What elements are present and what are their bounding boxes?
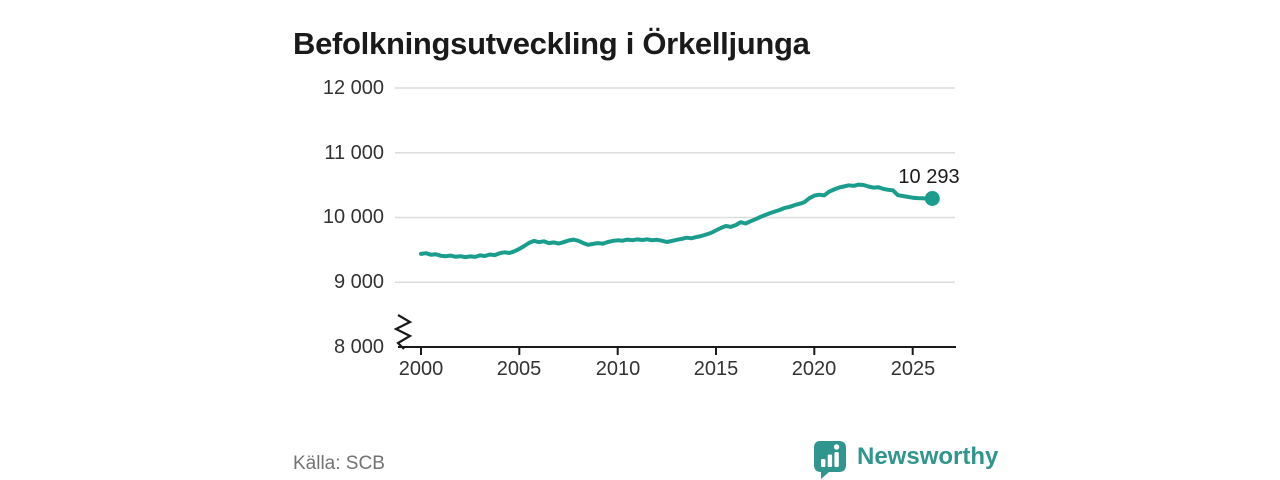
- newsworthy-bubble-chart-icon: [814, 441, 846, 479]
- x-axis-tick-label: 2005: [496, 358, 542, 380]
- x-axis-tick-label: 2010: [595, 358, 641, 380]
- axis-break-icon: [393, 314, 413, 350]
- last-point-marker: [924, 191, 940, 206]
- source-label: Källa: SCB: [293, 453, 385, 474]
- y-axis-tick-label: 10 000: [322, 206, 384, 228]
- chart-title: Befolkningsutveckling i Örkelljunga: [293, 25, 810, 61]
- newsworthy-logo: Newsworthy: [812, 440, 998, 480]
- x-axis-tick-label: 2000: [398, 358, 444, 380]
- y-axis-tick-label: 12 000: [322, 77, 384, 99]
- y-axis-tick-label: 8 000: [333, 336, 384, 358]
- newsworthy-logo-text: Newsworthy: [857, 443, 999, 470]
- last-value-label: 10 293: [898, 166, 960, 188]
- y-axis-tick-label: 11 000: [324, 142, 384, 164]
- x-axis-tick-label: 2015: [693, 358, 739, 380]
- population-line: [419, 182, 935, 260]
- y-axis-tick-label: 9 000: [333, 271, 384, 293]
- x-axis-tick-label: 2020: [791, 358, 837, 380]
- x-axis-tick-label: 2025: [890, 358, 936, 380]
